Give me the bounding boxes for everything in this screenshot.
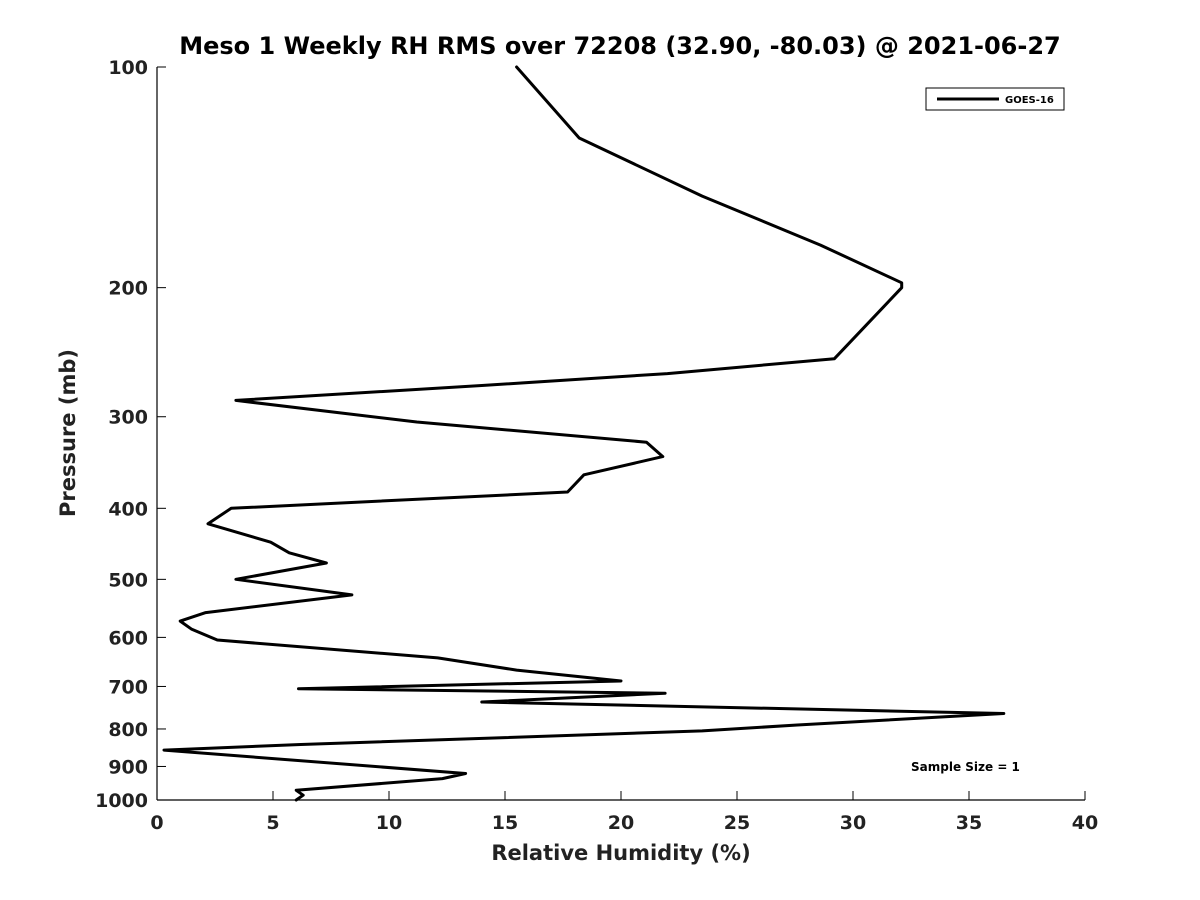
x-tick-label: 20 xyxy=(608,812,634,834)
y-tick-label: 400 xyxy=(108,498,148,520)
x-tick-label: 35 xyxy=(956,812,982,834)
y-tick-label: 700 xyxy=(108,676,148,698)
y-tick-label: 900 xyxy=(108,756,148,778)
series-line-goes-16 xyxy=(162,65,1006,802)
legend: GOES-16 xyxy=(925,87,1065,111)
axes xyxy=(156,67,1085,801)
y-axis-title: Pressure (mb) xyxy=(56,349,80,517)
y-tick-label: 600 xyxy=(108,627,148,649)
x-tick-label: 15 xyxy=(492,812,518,834)
x-tick-label: 5 xyxy=(266,812,279,834)
series-layer xyxy=(162,65,1006,802)
x-tick-label: 10 xyxy=(376,812,402,834)
y-tick-label: 500 xyxy=(108,569,148,591)
y-tick-label: 100 xyxy=(108,57,148,79)
chart-title: Meso 1 Weekly RH RMS over 72208 (32.90, … xyxy=(179,32,1061,60)
sample-size-annotation: Sample Size = 1 xyxy=(911,760,1020,774)
y-tick-label: 200 xyxy=(108,278,148,300)
legend-label-goes16: GOES-16 xyxy=(1005,95,1054,106)
y-tick-label: 800 xyxy=(108,719,148,741)
x-tick-label: 25 xyxy=(724,812,750,834)
y-tick-label: 300 xyxy=(108,407,148,429)
x-ticks: 0 5 10 15 20 25 30 35 40 xyxy=(150,791,1098,834)
x-tick-label: 30 xyxy=(840,812,866,834)
x-tick-label: 40 xyxy=(1072,812,1098,834)
x-tick-label: 0 xyxy=(150,812,163,834)
y-ticks: 100 200 300 400 500 600 700 800 900 1000 xyxy=(95,57,166,812)
x-axis-title: Relative Humidity (%) xyxy=(491,841,750,865)
y-tick-label: 1000 xyxy=(95,790,148,812)
